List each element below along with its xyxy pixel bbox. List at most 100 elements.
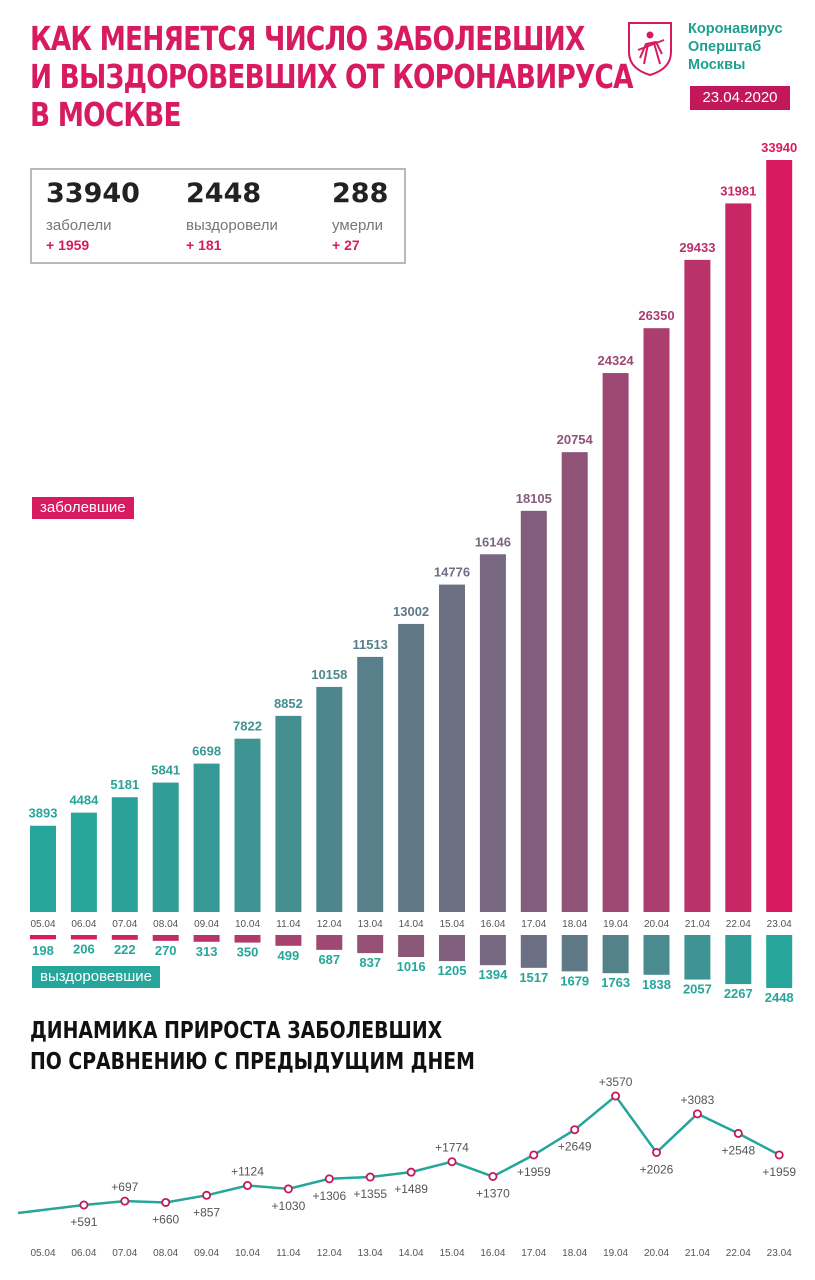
growth-date-tick-label: 22.04 [726, 1248, 751, 1259]
recovered-value-label: 2267 [724, 986, 753, 1001]
cases-bar [479, 554, 506, 912]
growth-point [242, 1180, 252, 1190]
recovered-bar [275, 935, 302, 946]
date-tick-label: 09.04 [194, 919, 219, 930]
growth-value-label: +1030 [272, 1199, 306, 1213]
stat-deaths-label: умерли [332, 217, 383, 234]
cases-bar [602, 373, 629, 912]
cases-bar [193, 763, 220, 912]
date-tick-label: 17.04 [521, 919, 546, 930]
growth-point [488, 1171, 498, 1181]
growth-date-tick-label: 06.04 [71, 1248, 96, 1259]
recovered-value-label: 2057 [683, 982, 712, 997]
recovered-bar [520, 935, 547, 968]
recovered-bar [561, 935, 588, 972]
cases-bar [439, 584, 465, 912]
cases-value-label: 3893 [29, 806, 58, 821]
growth-date-tick-label: 18.04 [562, 1248, 587, 1259]
growth-point [120, 1196, 130, 1206]
recovered-value-label: 222 [114, 942, 136, 957]
recovered-value-label: 198 [32, 943, 54, 958]
recovered-bar [152, 935, 179, 941]
cases-bar [766, 160, 793, 912]
cases-bar [398, 623, 425, 912]
growth-value-label: +3083 [681, 1093, 715, 1107]
recovered-bar [30, 935, 56, 940]
growth-value-label: +591 [70, 1215, 97, 1229]
growth-value-label: +1124 [231, 1164, 264, 1178]
page-title-line: И ВЫЗДОРОВЕВШИХ ОТ КОРОНАВИРУСА [30, 57, 634, 96]
cases-value-label: 26350 [638, 308, 674, 323]
growth-value-label: +1370 [476, 1186, 510, 1200]
stat-recovered-delta: + 181 [186, 237, 222, 253]
growth-date-tick-label: 11.04 [276, 1248, 301, 1259]
growth-date-tick-label: 09.04 [194, 1248, 219, 1259]
recovered-value-label: 270 [155, 943, 177, 958]
growth-point [692, 1109, 702, 1119]
page-title-line: КАК МЕНЯЕТСЯ ЧИСЛО ЗАБОЛЕВШИХ [30, 19, 585, 58]
recovered-value-label: 1763 [601, 975, 630, 990]
date-tick-label: 14.04 [399, 919, 424, 930]
stat-deaths: 288 умерли + 27 [332, 174, 388, 254]
recovered-value-label: 687 [318, 952, 340, 967]
growth-point [447, 1157, 457, 1167]
recovered-value-label: 1016 [397, 959, 426, 974]
date-tick-label: 16.04 [480, 919, 505, 930]
growth-title: ДИНАМИКА ПРИРОСТА ЗАБОЛЕВШИХ ПО СРАВНЕНИ… [30, 1016, 475, 1078]
growth-point [283, 1184, 293, 1194]
growth-point [202, 1190, 212, 1200]
growth-point [79, 1200, 89, 1210]
cases-value-label: 14776 [434, 565, 470, 580]
recovered-value-label: 313 [196, 944, 218, 959]
growth-date-tick-label: 07.04 [112, 1248, 137, 1259]
cases-value-label: 18105 [516, 491, 552, 506]
stat-deaths-value: 288 [332, 178, 389, 209]
growth-value-label: +1355 [353, 1187, 387, 1201]
stat-cases-label: заболели [46, 217, 112, 234]
legend-sick: заболевшие [32, 497, 134, 519]
recovered-bar [602, 935, 629, 974]
date-tick-label: 20.04 [644, 919, 669, 930]
recovered-value-label: 350 [237, 945, 259, 960]
growth-date-tick-label: 15.04 [439, 1248, 464, 1259]
date-tick-label: 21.04 [685, 919, 710, 930]
cases-value-label: 8852 [274, 696, 303, 711]
stat-cases: 33940 заболели + 1959 [46, 174, 140, 254]
growth-date-tick-label: 23.04 [767, 1248, 792, 1259]
page-title-line: В МОСКВЕ [30, 95, 182, 134]
brand-name-line: Коронавирус [688, 21, 783, 37]
recovered-value-label: 499 [278, 948, 300, 963]
growth-point [570, 1125, 580, 1135]
growth-point [733, 1128, 743, 1138]
date-tick-label: 13.04 [358, 919, 383, 930]
date-tick-label: 23.04 [767, 919, 792, 930]
growth-title-line: ПО СРАВНЕНИЮ С ПРЕДЫДУЩИМ ДНЕМ [30, 1049, 475, 1075]
legend-recovered: выздоровевшие [32, 966, 160, 988]
date-tick-label: 15.04 [439, 919, 464, 930]
cases-value-label: 20754 [557, 432, 594, 447]
recovered-bar [439, 935, 465, 962]
cases-bar [275, 715, 302, 912]
growth-value-label: +1306 [312, 1189, 346, 1203]
growth-date-tick-label: 05.04 [30, 1248, 55, 1259]
brand-logo: Коронавирус Оперштаб Москвы [626, 18, 806, 78]
growth-date-tick-label: 19.04 [603, 1248, 628, 1259]
growth-date-tick-label: 13.04 [358, 1248, 383, 1259]
recovered-value-label: 1394 [478, 967, 508, 982]
cases-bar [234, 738, 261, 912]
date-badge: 23.04.2020 [690, 86, 790, 110]
recovered-bar [684, 935, 711, 980]
recovered-bar [479, 935, 506, 966]
growth-point [365, 1172, 375, 1182]
cases-value-label: 24324 [598, 353, 635, 368]
stat-recovered: 2448 выздоровели + 181 [186, 174, 278, 254]
recovered-value-label: 1205 [438, 963, 467, 978]
growth-date-tick-label: 12.04 [317, 1248, 342, 1259]
growth-point [652, 1147, 662, 1157]
recovered-bar [766, 935, 793, 988]
recovered-value-label: 2448 [765, 990, 794, 1005]
recovered-bar [643, 935, 670, 975]
stat-recovered-label: выздоровели [186, 217, 278, 234]
growth-value-label: +697 [111, 1180, 138, 1194]
